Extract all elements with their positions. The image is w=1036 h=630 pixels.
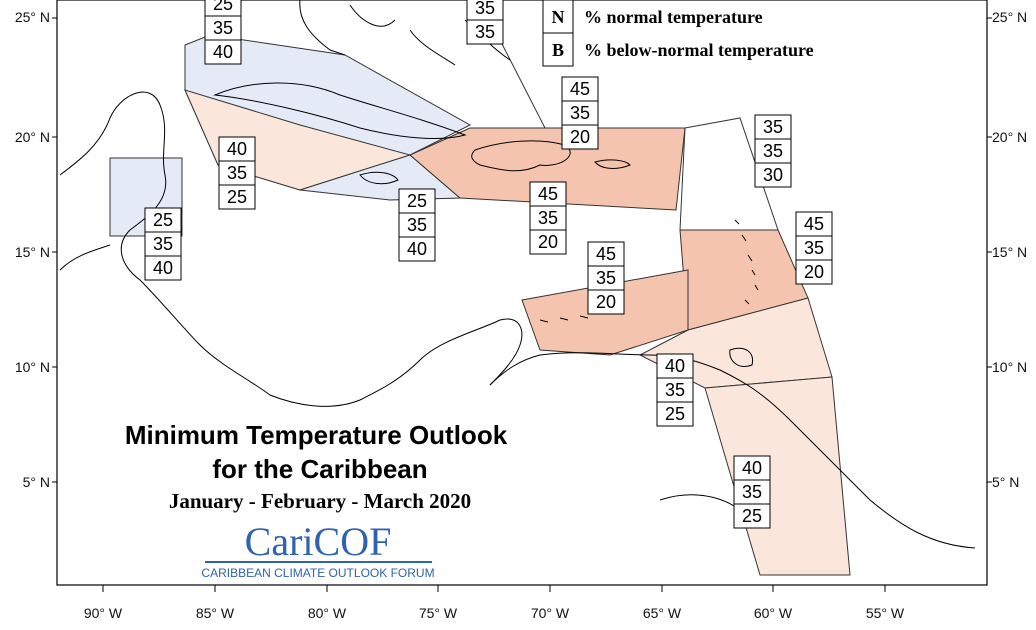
prob-box-trinidad-tobago: 40 35 25 [656, 353, 694, 427]
lon-label-75: 75° W [419, 605, 458, 621]
lat-label-left-20: 20° N [15, 129, 50, 145]
prob-box-bahamas: 35 35 [466, 0, 504, 45]
lat-label-left-5: 5° N [23, 474, 50, 490]
prob-value: 35 [407, 215, 427, 235]
logo-text: CariCOF [245, 519, 392, 564]
prob-value: 20 [804, 262, 824, 282]
prob-box-gulf-florida: 25 35 40 [204, 0, 242, 65]
lat-label-left-25: 25° N [15, 9, 50, 25]
prob-value: 40 [227, 139, 247, 159]
prob-value: 25 [213, 0, 233, 14]
prob-value: 45 [570, 79, 590, 99]
prob-value: 40 [742, 458, 762, 478]
prob-value: 35 [763, 117, 783, 137]
prob-value: 35 [763, 141, 783, 161]
prob-value: 40 [665, 356, 685, 376]
map-title-line1: Minimum Temperature Outlook [125, 420, 508, 450]
legend-text-b: % below-normal temperature [584, 40, 814, 60]
prob-value: 35 [538, 208, 558, 228]
prob-value: 25 [407, 191, 427, 211]
lon-label-55: 55° W [866, 605, 905, 621]
region-guianas [704, 376, 851, 576]
legend-key-n: N [552, 7, 565, 27]
bahamas-boundary [499, 39, 546, 129]
prob-value: 20 [596, 292, 616, 312]
prob-value: 40 [407, 239, 427, 259]
prob-value: 30 [763, 165, 783, 185]
lon-ticks [102, 585, 886, 592]
prob-value: 25 [665, 404, 685, 424]
lon-label-80: 80° W [308, 605, 347, 621]
legend-text-n: % normal temperature [584, 7, 763, 27]
lat-label-left-15: 15° N [15, 244, 50, 260]
prob-value: 45 [596, 244, 616, 264]
lat-axis-right: 25° N 20° N 15° N 10° N 5° N [992, 9, 1027, 490]
prob-box-guianas: 40 35 25 [733, 455, 771, 529]
prob-value: 35 [213, 18, 233, 38]
prob-value: 35 [570, 103, 590, 123]
coastlines [59, 0, 976, 549]
region-northern-leewards [679, 117, 779, 231]
lon-label-90: 90° W [84, 605, 123, 621]
prob-box-hispaniola-puerto-rico: 45 35 20 [561, 76, 599, 150]
lat-label-right-10: 10° N [992, 359, 1027, 375]
map-title-line2: for the Caribbean [212, 454, 427, 484]
prob-value: 25 [227, 187, 247, 207]
lat-label-left-10: 10° N [15, 359, 50, 375]
lon-label-65: 65° W [643, 605, 682, 621]
prob-box-jamaica-cayman: 25 35 40 [398, 188, 436, 262]
prob-box-western-caribbean: 40 35 25 [218, 136, 256, 210]
lon-label-85: 85° W [196, 605, 235, 621]
lon-axis: 90° W 85° W 80° W 75° W 70° W 65° W 60° … [84, 605, 905, 621]
prob-value: 35 [742, 482, 762, 502]
lon-label-70: 70° W [531, 605, 570, 621]
prob-value: 20 [570, 127, 590, 147]
prob-box-belize-yucatan: 25 35 40 [144, 207, 182, 281]
lat-label-right-25: 25° N [992, 9, 1027, 25]
logo-subtitle: CARIBBEAN CLIMATE OUTLOOK FORUM [201, 566, 434, 580]
lat-axis-left: 25° N 20° N 15° N 10° N 5° N [15, 9, 50, 490]
prob-value: 35 [665, 380, 685, 400]
prob-value: 35 [804, 238, 824, 258]
legend-key-box-n [542, 0, 574, 34]
prob-value: 25 [153, 210, 173, 230]
legend-key-box-b [542, 32, 574, 67]
prob-value: 40 [153, 258, 173, 278]
lat-ticks [52, 17, 992, 483]
prob-value: 35 [596, 268, 616, 288]
prob-box-northern-leewards: 35 35 30 [754, 114, 792, 188]
prob-value: 35 [227, 163, 247, 183]
prob-value: 35 [153, 234, 173, 254]
prob-value: 35 [475, 0, 495, 18]
prob-value: 45 [804, 214, 824, 234]
lon-label-60: 60° W [754, 605, 793, 621]
legend-key-b: B [552, 40, 564, 60]
lat-label-right-15: 15° N [992, 244, 1027, 260]
map-period: January - February - March 2020 [169, 489, 471, 513]
prob-value: 45 [538, 184, 558, 204]
legend: N % normal temperature B % below-normal … [542, 0, 814, 67]
caricof-logo: CariCOF CARIBBEAN CLIMATE OUTLOOK FORUM [201, 519, 434, 580]
prob-value: 35 [475, 22, 495, 42]
prob-value: 40 [213, 42, 233, 62]
prob-box-hispaniola-south: 45 35 20 [529, 181, 567, 255]
prob-box-lesser-antilles: 45 35 20 [795, 211, 833, 285]
lat-label-right-20: 20° N [992, 129, 1027, 145]
prob-value: 25 [742, 506, 762, 526]
map-frame [56, 0, 988, 586]
prob-box-abc-islands: 45 35 20 [587, 241, 625, 315]
lat-label-right-5: 5° N [992, 474, 1019, 490]
prob-value: 20 [538, 232, 558, 252]
